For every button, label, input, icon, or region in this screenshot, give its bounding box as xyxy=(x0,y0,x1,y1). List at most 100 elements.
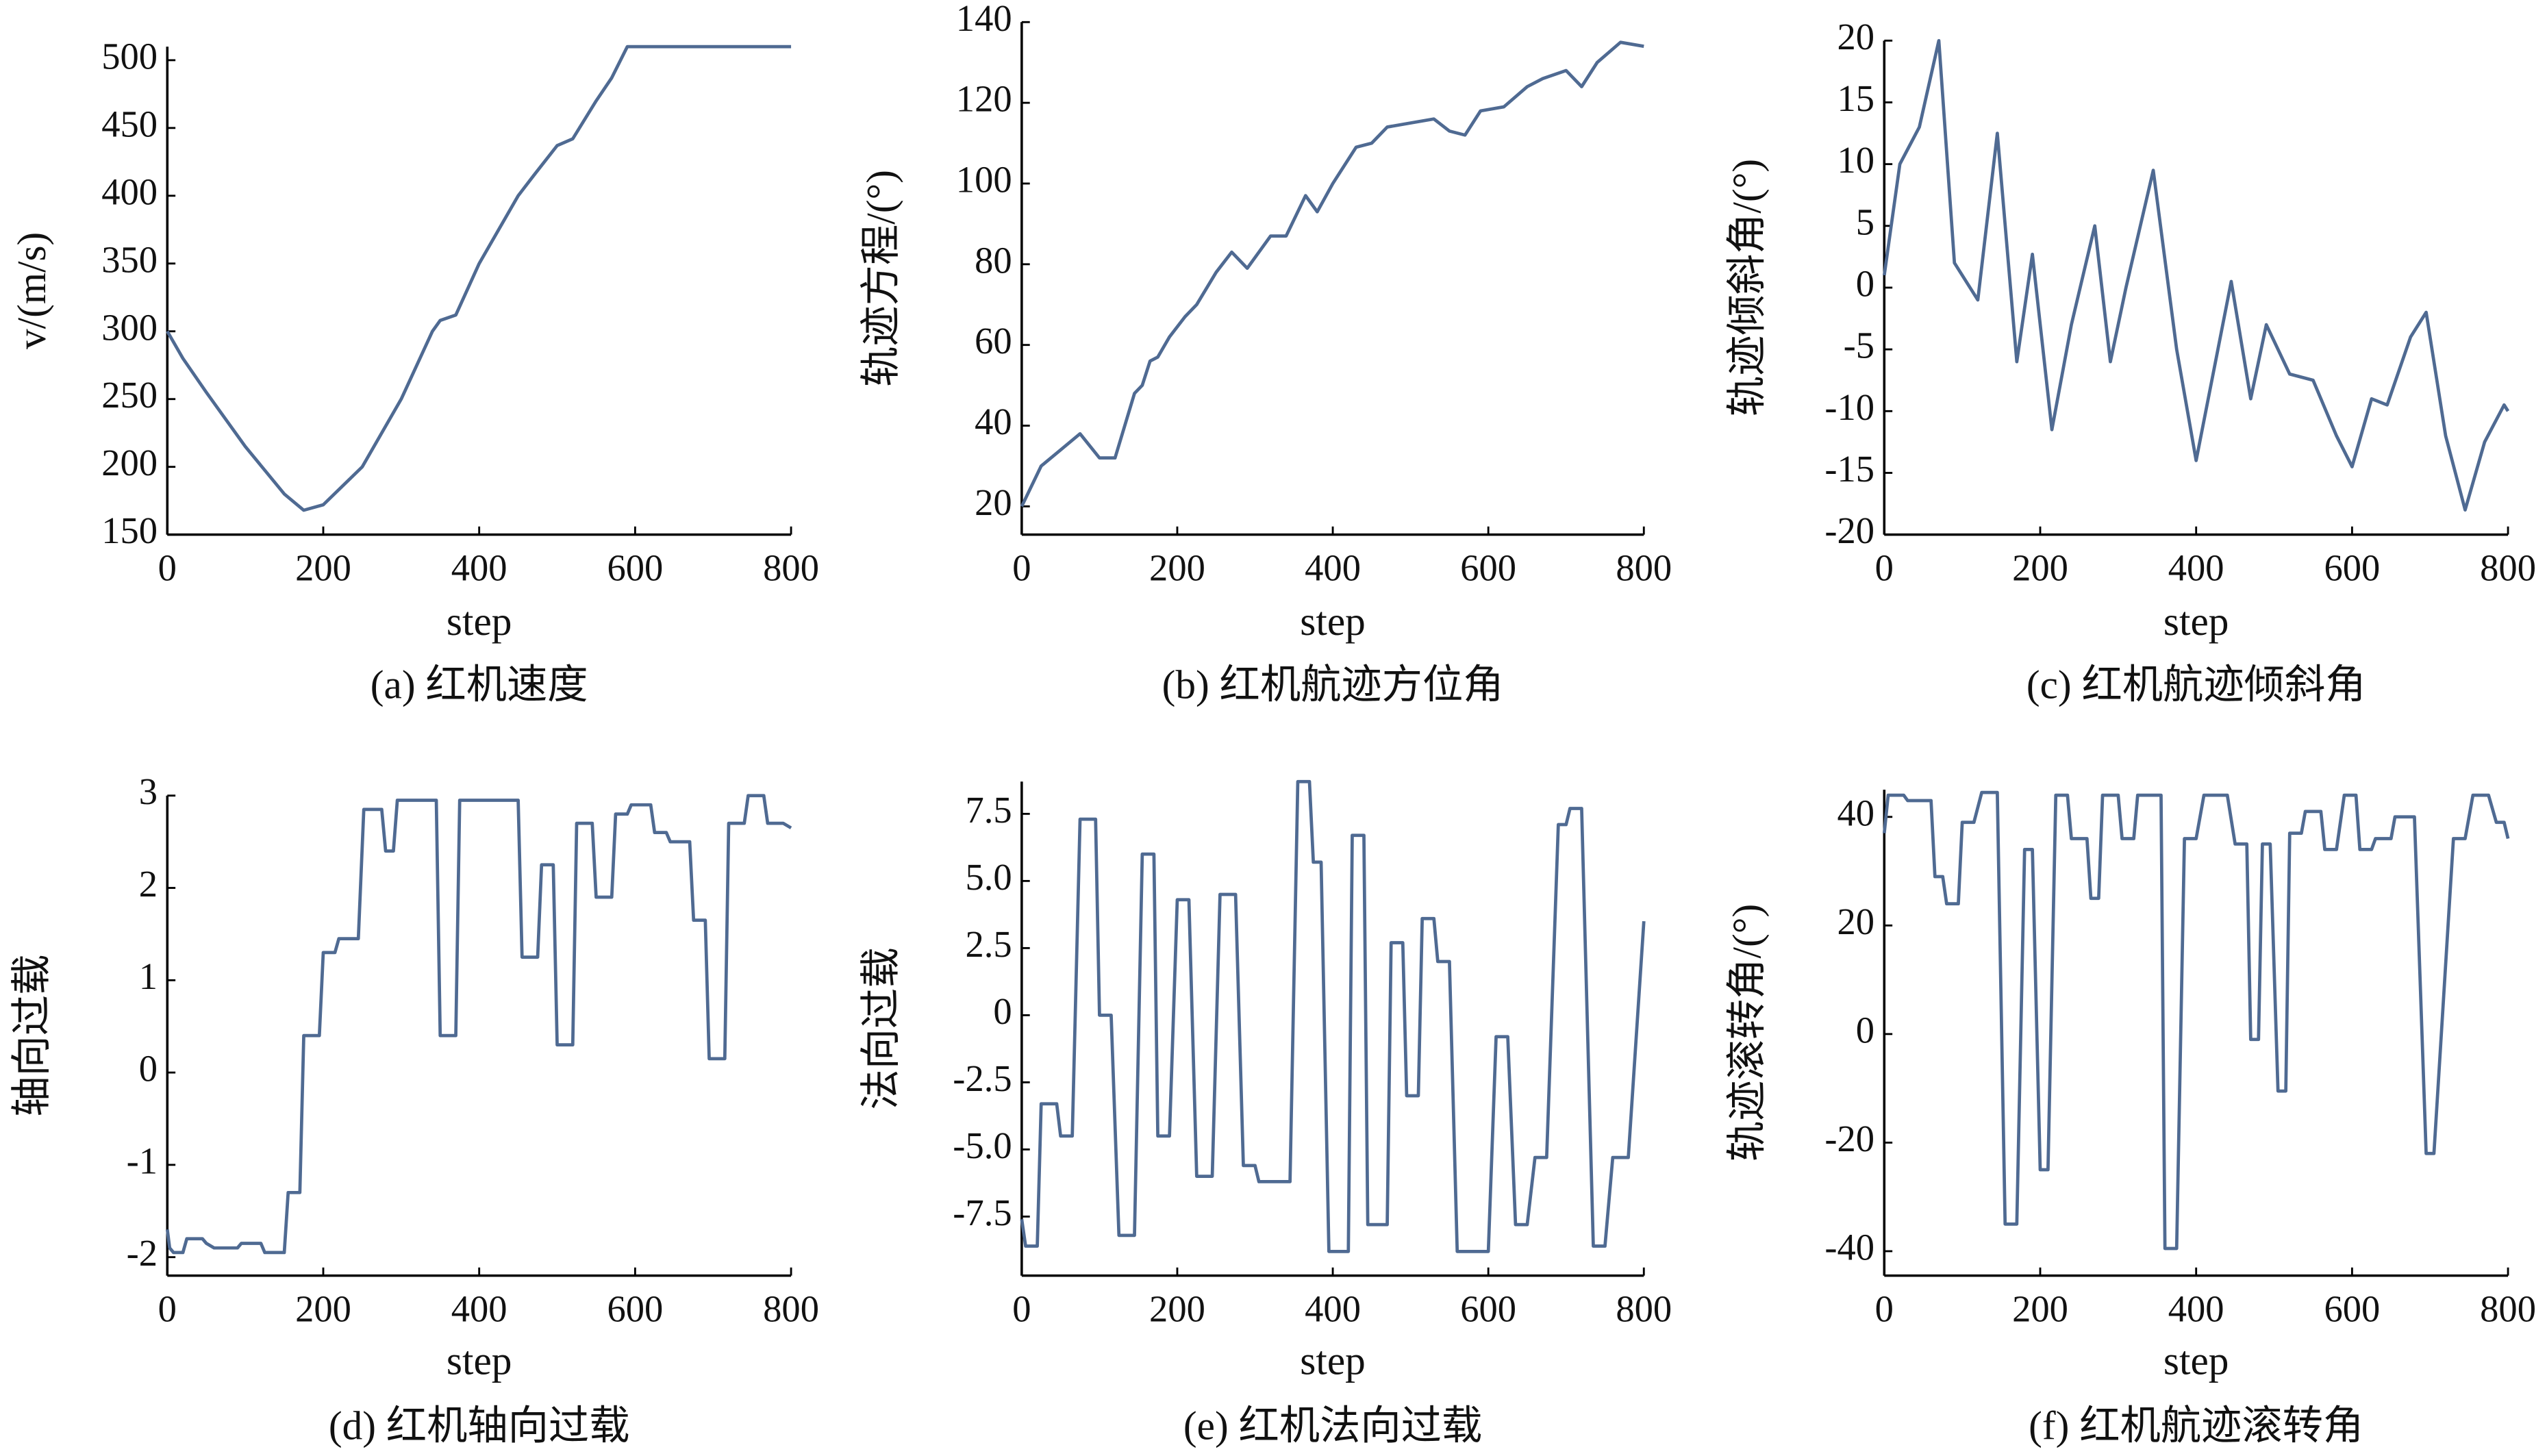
y-tick-label: 20 xyxy=(1837,16,1875,58)
y-tick-label: 350 xyxy=(101,238,158,280)
x-tick-label: 800 xyxy=(763,1288,819,1330)
y-tick-label: 40 xyxy=(975,401,1012,442)
y-tick-label: 80 xyxy=(975,239,1012,281)
x-axis-label: step xyxy=(447,599,512,644)
y-tick-label: 20 xyxy=(975,481,1012,523)
x-axis-label: step xyxy=(2163,1338,2229,1383)
x-tick-label: 600 xyxy=(1460,547,1516,589)
caption: (d) 红机轴向过载 xyxy=(329,1403,630,1448)
x-tick-label: 600 xyxy=(2324,547,2380,589)
y-tick-label: 5.0 xyxy=(965,856,1012,898)
y-tick-label: 5 xyxy=(1856,201,1874,242)
y-tick-label: 1 xyxy=(139,955,158,997)
x-axis-label: step xyxy=(1300,599,1366,644)
x-tick-label: 200 xyxy=(1149,547,1205,589)
x-tick-label: 0 xyxy=(158,1288,177,1330)
y-tick-label: 500 xyxy=(101,35,158,77)
x-tick-label: 600 xyxy=(607,1288,663,1330)
x-tick-label: 600 xyxy=(2324,1288,2380,1330)
x-tick-label: 800 xyxy=(2480,1288,2536,1330)
panel: 0 200 400 600 800 -7.5 -5.0 -2.5 0 2.5 5.0 7.5 step 法… xyxy=(858,779,1672,1448)
y-tick-label: -7.5 xyxy=(953,1192,1012,1233)
y-tick-label: -1 xyxy=(127,1140,158,1181)
y-axis-label: 轨迹方程/(°) xyxy=(858,170,903,387)
panel: 0 200 400 600 800 -2 -1 0 1 2 3 step 轴向过载 (d) 红机轴向过载 xyxy=(9,770,819,1448)
x-tick-label: 0 xyxy=(1012,1288,1031,1330)
panel: 0 200 400 600 800 150 200 250 300 350 400 450 500 ste… xyxy=(9,35,819,707)
y-tick-label: 120 xyxy=(956,78,1012,120)
y-axis-label: 法向过载 xyxy=(858,947,903,1109)
data-line xyxy=(1882,790,2510,1251)
y-tick-label: -20 xyxy=(1824,510,1874,551)
x-axis-label: step xyxy=(447,1338,512,1383)
x-tick-label: 600 xyxy=(1460,1288,1516,1330)
caption: (e) 红机法向过载 xyxy=(1183,1403,1482,1448)
x-tick-label: 400 xyxy=(451,1288,507,1330)
y-tick-label: 0 xyxy=(1856,1009,1874,1051)
y-axis-label: 轴向过载 xyxy=(9,955,54,1117)
x-axis-label: step xyxy=(1300,1338,1366,1383)
data-line xyxy=(1020,779,1646,1253)
y-tick-label: 2 xyxy=(139,863,158,905)
data-line xyxy=(165,794,792,1255)
y-tick-label: 10 xyxy=(1837,139,1875,181)
x-tick-label: 400 xyxy=(2168,1288,2224,1330)
data-line xyxy=(166,45,792,512)
x-tick-label: 200 xyxy=(295,1288,351,1330)
x-tick-label: 0 xyxy=(158,547,177,589)
x-tick-label: 800 xyxy=(1616,1288,1672,1330)
y-tick-label: 100 xyxy=(956,158,1012,200)
x-tick-label: 0 xyxy=(1875,547,1894,589)
x-tick-label: 800 xyxy=(1616,547,1672,589)
x-tick-label: 200 xyxy=(295,547,351,589)
x-tick-label: 0 xyxy=(1012,547,1031,589)
x-tick-label: 400 xyxy=(1305,547,1361,589)
y-tick-label: -15 xyxy=(1824,448,1874,490)
panel: 0 200 400 600 800 20 40 60 80 100 120 140 step 轨迹方程/(… xyxy=(858,0,1672,707)
y-tick-label: -10 xyxy=(1824,386,1874,428)
y-axis-label: v/(m/s) xyxy=(9,232,54,349)
panel: 0 200 400 600 800 -20 -15 -10 -5 0 5 10 15 20 step 轨迹倾斜… xyxy=(1724,16,2536,707)
x-tick-label: 0 xyxy=(1875,1288,1894,1330)
y-tick-label: 7.5 xyxy=(965,789,1012,831)
y-tick-label: -40 xyxy=(1824,1226,1874,1268)
y-tick-label: 200 xyxy=(101,442,158,484)
data-line xyxy=(1020,40,1644,507)
x-tick-label: 200 xyxy=(2012,1288,2068,1330)
y-axis-label: 轨迹滚转角/(°) xyxy=(1724,904,1769,1162)
y-tick-label: 2.5 xyxy=(965,923,1012,965)
data-line xyxy=(1882,38,2510,512)
y-tick-label: 150 xyxy=(101,510,158,551)
x-tick-label: 400 xyxy=(2168,547,2224,589)
y-tick-label: 400 xyxy=(101,171,158,212)
x-tick-label: 400 xyxy=(451,547,507,589)
y-tick-label: 20 xyxy=(1837,901,1875,942)
y-tick-label: 0 xyxy=(139,1048,158,1090)
y-tick-label: 300 xyxy=(101,306,158,348)
y-tick-label: 0 xyxy=(993,990,1012,1032)
y-tick-label: 0 xyxy=(1856,262,1874,304)
x-axis-label: step xyxy=(2163,599,2229,644)
x-tick-label: 600 xyxy=(607,547,663,589)
x-tick-label: 400 xyxy=(1305,1288,1361,1330)
y-tick-label: -5.0 xyxy=(953,1125,1012,1166)
y-axis-label: 轨迹倾斜角/(°) xyxy=(1724,159,1769,416)
y-tick-label: 60 xyxy=(975,320,1012,362)
y-tick-label: 3 xyxy=(139,770,158,812)
x-tick-label: 800 xyxy=(763,547,819,589)
y-tick-label: 140 xyxy=(956,0,1012,39)
caption: (c) 红机航迹倾斜角 xyxy=(2027,662,2366,707)
panel: 0 200 400 600 800 -40 -20 0 20 40 step 轨迹滚转角/(°) (f)… xyxy=(1724,790,2536,1448)
x-tick-label: 200 xyxy=(1149,1288,1205,1330)
y-tick-label: 250 xyxy=(101,374,158,416)
y-tick-label: -5 xyxy=(1844,325,1874,366)
y-tick-label: 15 xyxy=(1837,77,1875,119)
y-tick-label: 450 xyxy=(101,103,158,145)
y-tick-label: -2 xyxy=(127,1232,158,1274)
x-tick-label: 800 xyxy=(2480,547,2536,589)
x-tick-label: 200 xyxy=(2012,547,2068,589)
y-tick-label: -20 xyxy=(1824,1118,1874,1159)
caption: (a) 红机速度 xyxy=(371,662,588,707)
caption: (f) 红机航迹滚转角 xyxy=(2029,1403,2363,1448)
